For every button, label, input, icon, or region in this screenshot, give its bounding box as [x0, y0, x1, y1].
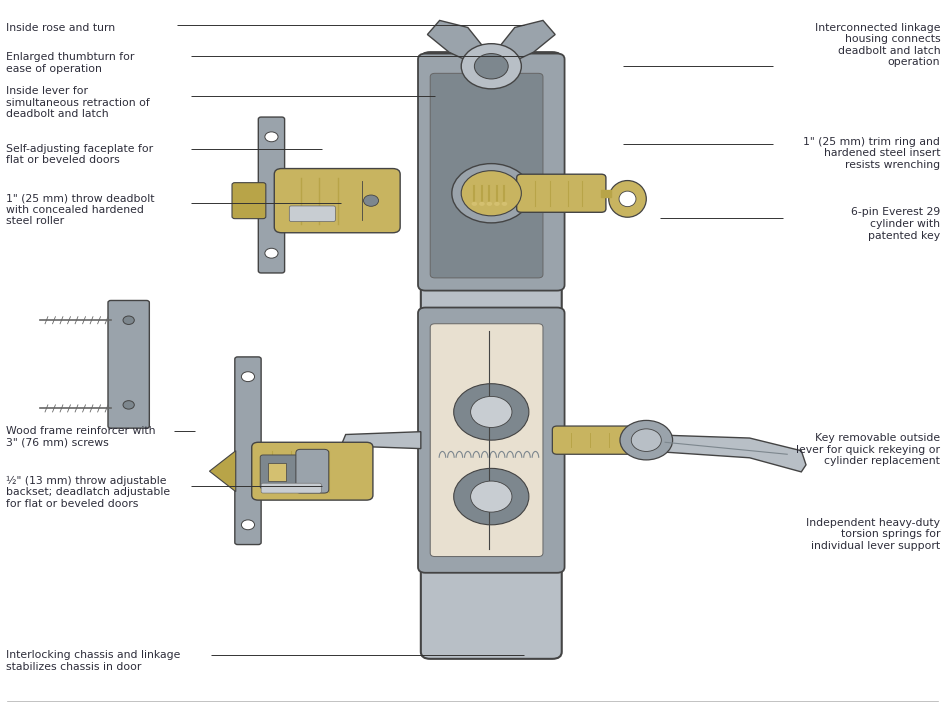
Circle shape — [501, 202, 507, 206]
Circle shape — [474, 53, 508, 79]
Text: 1" (25 mm) trim ring and
hardened steel insert
resists wrenching: 1" (25 mm) trim ring and hardened steel … — [802, 137, 939, 170]
Text: 6-pin Everest 29
cylinder with
patented key: 6-pin Everest 29 cylinder with patented … — [851, 208, 939, 240]
FancyBboxPatch shape — [430, 73, 543, 278]
Circle shape — [241, 520, 254, 530]
Polygon shape — [427, 21, 486, 70]
Circle shape — [619, 420, 672, 460]
Circle shape — [470, 481, 512, 512]
Circle shape — [471, 202, 477, 206]
Ellipse shape — [618, 191, 635, 207]
Text: 1" (25 mm) throw deadbolt
with concealed hardened
steel roller: 1" (25 mm) throw deadbolt with concealed… — [6, 193, 154, 226]
FancyBboxPatch shape — [108, 301, 149, 428]
FancyBboxPatch shape — [420, 52, 561, 659]
Circle shape — [461, 43, 521, 89]
Text: Inside lever for
simultaneous retraction of
deadbolt and latch: Inside lever for simultaneous retraction… — [6, 86, 149, 119]
Polygon shape — [665, 435, 805, 472]
FancyBboxPatch shape — [232, 183, 265, 219]
FancyBboxPatch shape — [552, 426, 641, 454]
Circle shape — [453, 384, 529, 440]
Ellipse shape — [608, 181, 646, 218]
Text: Self-adjusting faceplate for
flat or beveled doors: Self-adjusting faceplate for flat or bev… — [6, 144, 153, 166]
FancyBboxPatch shape — [251, 442, 373, 500]
Circle shape — [453, 469, 529, 525]
Polygon shape — [496, 21, 554, 70]
FancyBboxPatch shape — [295, 449, 329, 493]
Text: Key removable outside
lever for quick rekeying or
cylinder replacement: Key removable outside lever for quick re… — [796, 433, 939, 466]
FancyBboxPatch shape — [417, 308, 564, 573]
Text: Enlarged thumbturn for
ease of operation: Enlarged thumbturn for ease of operation — [6, 52, 134, 74]
FancyBboxPatch shape — [417, 53, 564, 291]
Circle shape — [451, 164, 531, 223]
Circle shape — [264, 248, 278, 258]
Text: ½" (13 mm) throw adjustable
backset; deadlatch adjustable
for flat or beveled do: ½" (13 mm) throw adjustable backset; dea… — [6, 476, 170, 508]
Circle shape — [631, 429, 661, 451]
Polygon shape — [341, 432, 420, 449]
Polygon shape — [267, 463, 286, 481]
Circle shape — [494, 202, 499, 206]
Circle shape — [363, 195, 379, 206]
Circle shape — [123, 400, 134, 409]
Circle shape — [264, 132, 278, 141]
Text: Inside rose and turn: Inside rose and turn — [6, 23, 114, 33]
Text: Independent heavy-duty
torsion springs for
individual lever support: Independent heavy-duty torsion springs f… — [805, 518, 939, 551]
Circle shape — [123, 316, 134, 324]
FancyBboxPatch shape — [234, 357, 261, 545]
Text: Interlocking chassis and linkage
stabilizes chassis in door: Interlocking chassis and linkage stabili… — [6, 651, 179, 672]
FancyBboxPatch shape — [430, 324, 543, 557]
Circle shape — [241, 372, 254, 382]
Circle shape — [486, 202, 492, 206]
Text: Wood frame reinforcer with
3" (76 mm) screws: Wood frame reinforcer with 3" (76 mm) sc… — [6, 426, 155, 448]
FancyBboxPatch shape — [274, 169, 399, 232]
FancyBboxPatch shape — [258, 117, 284, 273]
Polygon shape — [210, 451, 235, 491]
FancyBboxPatch shape — [261, 483, 321, 493]
FancyBboxPatch shape — [289, 206, 335, 221]
FancyBboxPatch shape — [260, 455, 303, 489]
Circle shape — [461, 171, 521, 216]
Text: Interconnected linkage
housing connects
deadbolt and latch
operation: Interconnected linkage housing connects … — [814, 23, 939, 68]
Circle shape — [470, 397, 512, 427]
Circle shape — [479, 202, 484, 206]
FancyBboxPatch shape — [516, 174, 605, 213]
